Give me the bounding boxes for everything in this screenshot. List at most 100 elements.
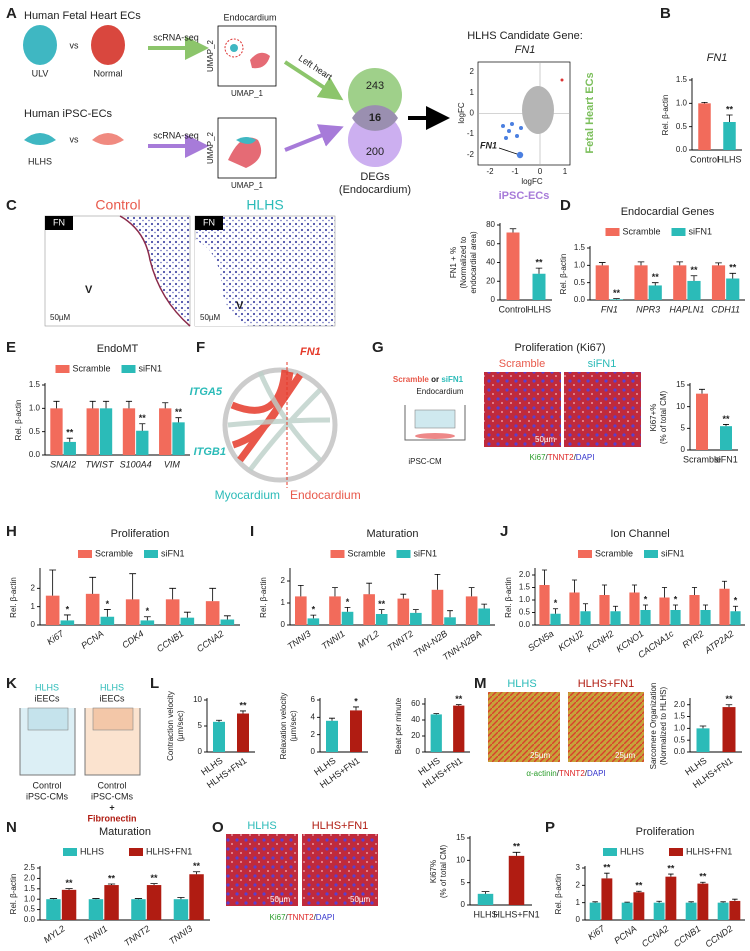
y-tick-label: 1.5 xyxy=(519,583,531,592)
cluster xyxy=(230,44,238,52)
error-bar xyxy=(139,423,146,431)
y-tick-label: 1.0 xyxy=(29,403,41,412)
error-bar xyxy=(332,587,338,597)
venn-count: 200 xyxy=(366,146,384,158)
error-bar xyxy=(651,282,659,286)
axis-label: UMAP_2 xyxy=(206,131,215,164)
panel-label: E xyxy=(6,339,16,356)
title: Proliferation (Ki67) xyxy=(514,342,605,354)
error-bar xyxy=(102,400,110,409)
significance: ** xyxy=(667,863,675,873)
significance: ** xyxy=(378,599,386,609)
y-tick-label: 20 xyxy=(486,276,495,285)
x-tick-label: CCND2 xyxy=(703,923,734,949)
bar xyxy=(640,610,651,625)
label: scRNA-seq xyxy=(153,130,199,140)
error-bar xyxy=(49,569,57,596)
error-bar xyxy=(89,576,97,594)
chart-title: Maturation xyxy=(99,826,151,838)
panel-label: F xyxy=(196,339,205,356)
error-bar xyxy=(702,604,709,610)
x-tick-label: TNNI3 xyxy=(286,628,313,651)
micrograph xyxy=(564,372,641,447)
y-tick-label: 0.5 xyxy=(674,735,686,744)
significance: * xyxy=(644,594,648,604)
y-tick-label: 2 xyxy=(281,576,286,585)
x-tick-label: HLHS xyxy=(717,154,741,164)
error-bar xyxy=(209,587,217,602)
y-tick-label: 1.0 xyxy=(519,595,531,604)
bar xyxy=(539,585,550,625)
panel-label: C xyxy=(6,197,17,214)
legend-swatch xyxy=(330,550,345,558)
y-tick-label: 0.5 xyxy=(24,905,36,914)
cluster xyxy=(236,137,256,144)
scale-bar: 25µm xyxy=(615,751,636,760)
venn-circle xyxy=(348,68,402,122)
bar xyxy=(506,232,520,300)
stain-legend: α-actinin/TNNT2/DAPI xyxy=(526,769,605,778)
x-tick-label: TNNI3 xyxy=(167,923,194,946)
error-bar xyxy=(89,400,96,409)
label: Control xyxy=(32,780,61,790)
chart-title: Maturation xyxy=(367,528,419,540)
label: Scramble xyxy=(393,375,430,384)
y-tick-label: 4 xyxy=(311,712,316,721)
chart-title: Ion Channel xyxy=(610,528,669,540)
scale-bar: 25µm xyxy=(530,751,551,760)
panel-label: B xyxy=(660,5,671,22)
significance: ** xyxy=(729,263,737,273)
legend-label: HLHS xyxy=(620,846,644,856)
error-bar xyxy=(447,610,453,618)
tick-label: -2 xyxy=(486,167,494,176)
gene-label: FN1 xyxy=(300,346,321,358)
x-tick-label: Ki67 xyxy=(45,628,66,647)
chord xyxy=(227,371,331,472)
gene-label: ITGB1 xyxy=(194,446,226,458)
x-tick-label: KCNH2 xyxy=(585,628,616,654)
bar xyxy=(326,720,338,752)
legend-label: siFN1 xyxy=(689,226,713,236)
y-axis-label: endocardial area) xyxy=(469,231,478,294)
legend-label: siFN1 xyxy=(161,548,185,558)
venn-count: 16 xyxy=(369,112,381,124)
legend-swatch xyxy=(605,228,620,236)
label: or xyxy=(429,375,441,384)
y-tick-label: 2.0 xyxy=(674,700,686,709)
bar xyxy=(45,595,60,625)
y-tick-label: 0 xyxy=(311,747,316,756)
label: TNNT2 xyxy=(559,769,585,778)
x-tick-label: NPR3 xyxy=(636,304,660,314)
error-bar xyxy=(732,898,738,901)
error-bar xyxy=(700,881,706,884)
y-tick-label: 10 xyxy=(193,695,202,704)
error-bar xyxy=(455,704,462,706)
significance: ** xyxy=(699,872,707,882)
y-tick-label: 60 xyxy=(486,239,495,248)
panel-label: P xyxy=(545,819,555,836)
significance: ** xyxy=(66,428,74,438)
error-bar xyxy=(721,580,728,589)
stain-legend: Ki67/TNNT2/DAPI xyxy=(530,453,595,462)
y-axis-label: Beat per minute xyxy=(394,697,403,754)
bar xyxy=(659,597,670,625)
x-tick-label: Scramble xyxy=(683,454,721,464)
micrograph xyxy=(488,692,560,762)
error-bar xyxy=(177,897,185,900)
bar xyxy=(696,393,708,450)
tick-label: 2 xyxy=(470,67,475,76)
chart-title: Proliferation xyxy=(636,826,695,838)
label: vs xyxy=(70,40,80,50)
cell-icon xyxy=(92,133,124,145)
well xyxy=(404,405,466,441)
bar xyxy=(86,408,99,455)
error-bar xyxy=(612,605,619,612)
legend-label: Scramble xyxy=(95,548,133,558)
umap-box xyxy=(217,117,277,179)
y-tick-label: 0.0 xyxy=(24,915,36,924)
y-tick-label: 0.5 xyxy=(574,278,586,287)
label: TNNT2 xyxy=(548,453,574,462)
error-bar xyxy=(642,604,649,610)
y-tick-label: 0.0 xyxy=(574,295,586,304)
